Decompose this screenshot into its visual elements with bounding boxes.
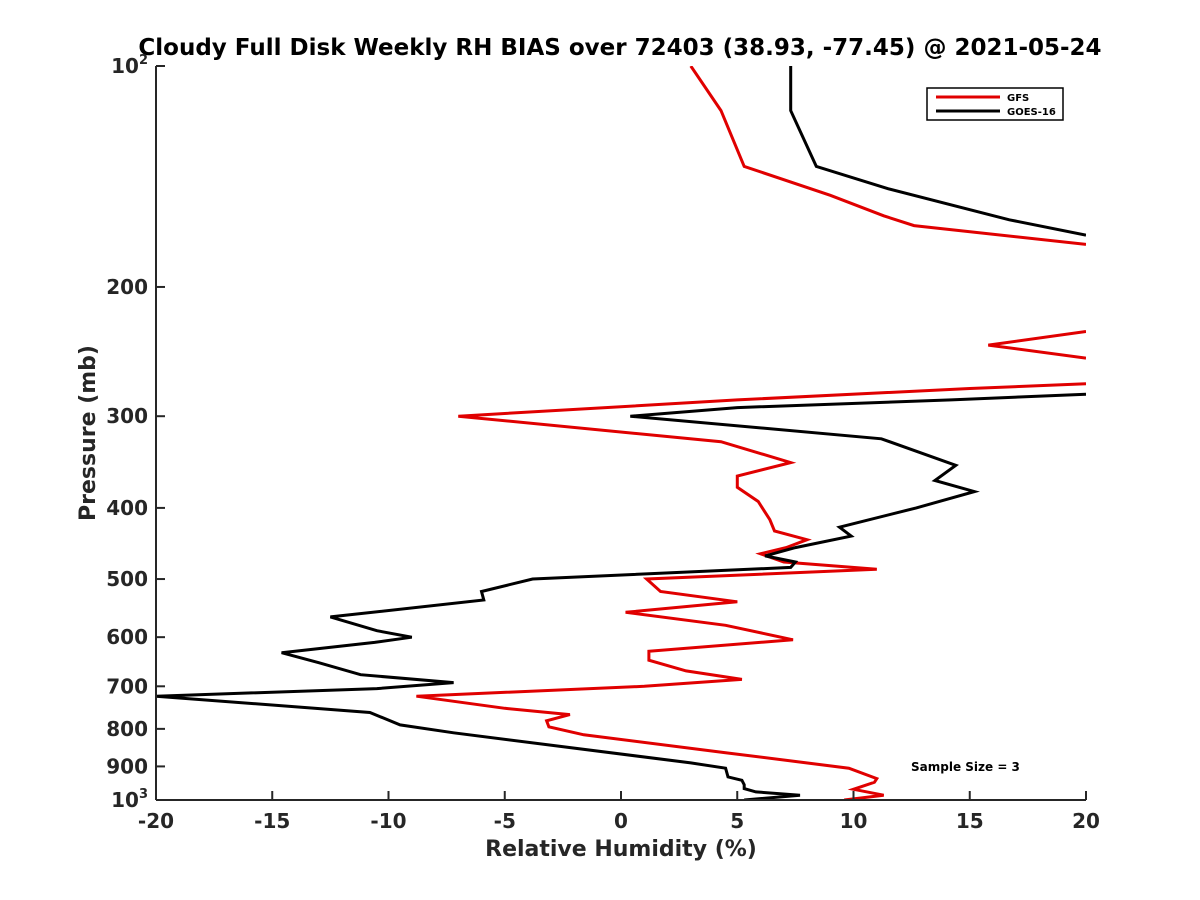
x-tick-label: 0 bbox=[614, 809, 628, 833]
y-tick-label: 500 bbox=[106, 567, 148, 591]
y-tick-base: 10 bbox=[111, 54, 139, 78]
y-tick-label: 700 bbox=[106, 674, 148, 698]
y-tick-label: 102 bbox=[111, 53, 148, 78]
y-tick-label: 103 bbox=[111, 787, 148, 812]
chart-title: Cloudy Full Disk Weekly RH BIAS over 724… bbox=[138, 35, 1101, 61]
series-goes-16-line-2 bbox=[156, 392, 1086, 800]
y-tick-exponent: 3 bbox=[139, 787, 148, 802]
x-axis-label: Relative Humidity (%) bbox=[485, 837, 757, 862]
sample-size-annotation: Sample Size = 3 bbox=[911, 760, 1020, 774]
y-tick-label: 800 bbox=[106, 717, 148, 741]
series-group bbox=[156, 66, 1086, 800]
series-gfs-line-3 bbox=[416, 382, 1086, 800]
y-axis-label: Pressure (mb) bbox=[76, 345, 101, 521]
y-tick-label: 600 bbox=[106, 625, 148, 649]
x-tick-label: -10 bbox=[370, 809, 406, 833]
x-axis-ticks: -20 -15 -10 -5 0 5 10 15 20 bbox=[138, 791, 1100, 833]
legend-label-goes-16: GOES-16 bbox=[1007, 107, 1056, 118]
y-tick-exponent: 2 bbox=[139, 53, 148, 68]
x-tick-label: 15 bbox=[956, 809, 984, 833]
series-gfs-line-2 bbox=[988, 330, 1086, 360]
series-goes-16-line-1 bbox=[789, 66, 1086, 237]
x-tick-label: -5 bbox=[494, 809, 516, 833]
x-tick-label: -15 bbox=[254, 809, 290, 833]
x-tick-label: 20 bbox=[1072, 809, 1100, 833]
x-tick-label: 10 bbox=[840, 809, 868, 833]
x-tick-label: -20 bbox=[138, 809, 174, 833]
y-tick-label: 400 bbox=[106, 496, 148, 520]
series-gfs-line-1 bbox=[689, 66, 1086, 246]
legend-box bbox=[926, 87, 1064, 121]
y-tick-label: 200 bbox=[106, 275, 148, 299]
y-tick-label: 300 bbox=[106, 404, 148, 428]
legend-label-gfs: GFS bbox=[1007, 93, 1029, 104]
legend: GFS GOES-16 bbox=[926, 87, 1064, 121]
x-tick-label: 5 bbox=[730, 809, 744, 833]
y-tick-label: 900 bbox=[106, 754, 148, 778]
y-tick-base: 10 bbox=[111, 788, 139, 812]
